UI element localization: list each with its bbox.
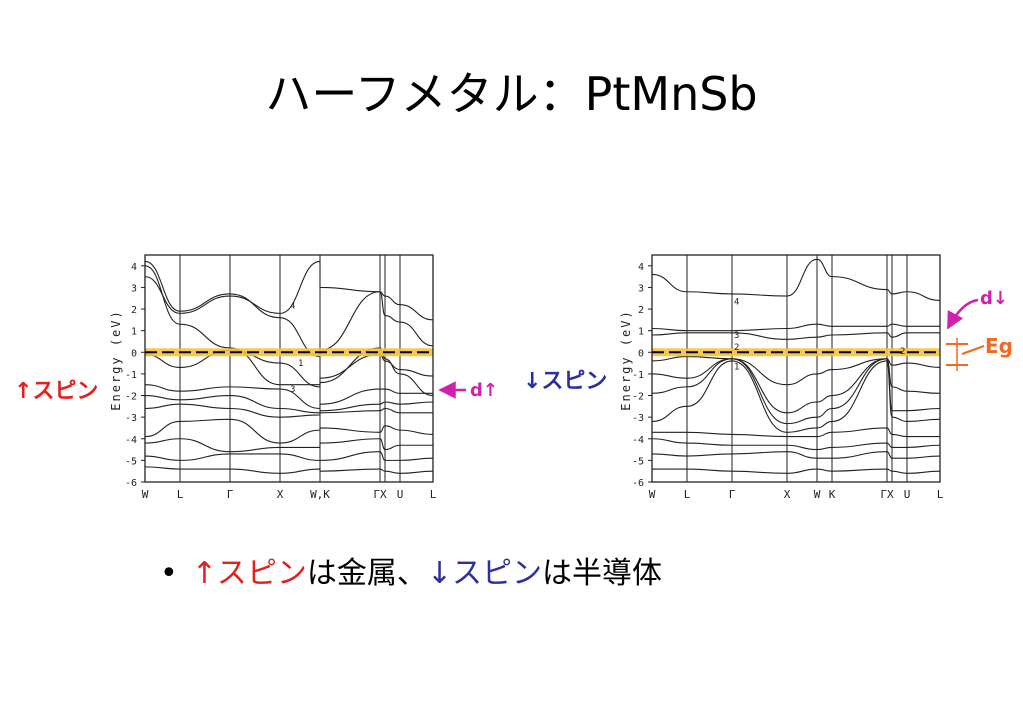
k-point-label: X [784, 488, 791, 501]
band-line-7 [651, 360, 941, 433]
band-line-8 [652, 427, 940, 438]
y-tick-label: 2 [131, 305, 137, 316]
bullet-down-spin: ↓スピン [426, 556, 542, 591]
down-spin-annotation: ↓スピン [523, 369, 607, 394]
y-tick-label: 0 [638, 348, 644, 359]
up-ylabel: Energy (eV) [109, 309, 123, 410]
band-index-label: 2 [900, 347, 905, 357]
k-point-label: ΓX [373, 488, 387, 501]
y-tick-label: -6 [125, 478, 137, 489]
band-line-9 [651, 438, 941, 451]
band-index-label: 2 [734, 343, 739, 353]
band-line-1 [651, 258, 941, 301]
eg-pointer [961, 345, 985, 355]
k-point-label: U [904, 488, 911, 501]
y-tick-label: 1 [638, 327, 644, 338]
eg-annotation: Eg [946, 334, 1013, 371]
k-point-label: W [814, 488, 821, 501]
y-tick-label: 3 [638, 283, 644, 294]
slide-title: ハーフメタル：PtMnSb [265, 67, 758, 121]
band-line-10 [144, 451, 434, 461]
bullet-text-metal: は金属、 [306, 556, 427, 591]
plot-frame [651, 254, 941, 483]
y-tick-label: -2 [125, 392, 137, 403]
y-tick-label: -4 [125, 435, 137, 446]
k-point-label: W [142, 488, 149, 501]
y-tick-label: -4 [632, 435, 644, 446]
d-down-arrow [946, 298, 979, 330]
summary-bullet: • ↑スピンは金属、↓スピンは半導体 [160, 548, 662, 592]
eg-label: Eg [985, 334, 1013, 358]
band-line-5 [144, 384, 433, 410]
up-spin-annotation: ↑スピン [14, 379, 98, 404]
band-index-label: 1 [298, 359, 303, 369]
y-tick-label: -3 [125, 413, 137, 424]
band-line-3 [651, 332, 940, 340]
band-line-4 [144, 349, 434, 388]
band-line-5 [651, 358, 941, 414]
bullet-up-spin: ↑スピン [191, 556, 307, 591]
y-tick-label: 3 [131, 283, 137, 294]
band-line-1 [144, 265, 434, 397]
plot-frame [144, 254, 434, 483]
y-tick-label: -3 [632, 413, 644, 424]
band-line-11 [144, 466, 434, 474]
y-tick-label: -2 [632, 392, 644, 403]
k-point-label: L [684, 488, 691, 501]
k-point-label: X [277, 488, 284, 501]
band-line-6 [651, 358, 941, 425]
down-spin-label: ↓スピン [523, 369, 607, 394]
k-point-label: Γ [227, 488, 234, 501]
y-tick-label: 4 [638, 262, 644, 273]
d-up-annotation: d↑ [438, 380, 498, 401]
y-tick-label: -6 [632, 478, 644, 489]
band-line-2 [651, 323, 940, 332]
band-index-label: 3 [734, 331, 739, 341]
band-line-11 [651, 468, 941, 474]
down-ylabel: Energy (eV) [619, 309, 633, 410]
y-tick-label: 2 [638, 305, 644, 316]
band-line-6 [144, 394, 434, 414]
d-down-label: d↓ [980, 288, 1008, 309]
y-tick-label: 0 [131, 348, 137, 359]
bullet-text-semiconductor: は半導体 [541, 556, 662, 591]
up-spin-label: ↑スピン [14, 379, 98, 404]
k-point-label: L [430, 488, 437, 501]
band-line-2 [144, 260, 434, 321]
band-line-4 [651, 356, 941, 386]
d-down-annotation: d↓ [946, 288, 1008, 330]
k-point-label: L [177, 488, 184, 501]
band-line-7 [144, 403, 433, 418]
band-index-label: 1 [734, 362, 739, 372]
y-tick-label: -1 [125, 370, 137, 381]
y-tick-label: -1 [632, 370, 644, 381]
k-point-label: ΓX [880, 488, 894, 501]
k-point-label: K [829, 488, 836, 501]
k-point-label: U [397, 488, 404, 501]
y-tick-label: 4 [131, 262, 137, 273]
y-tick-label: -5 [632, 456, 644, 467]
band-index-label: 4 [290, 302, 295, 312]
band-line-8 [144, 418, 434, 444]
band-line-9 [144, 438, 433, 453]
k-point-label: W [649, 488, 656, 501]
k-point-label: L [937, 488, 944, 501]
k-point-label: Γ [729, 488, 736, 501]
band-index-label: 4 [734, 297, 739, 307]
d-up-label: d↑ [470, 380, 498, 401]
k-point-label: W,K [310, 488, 330, 501]
y-tick-label: 1 [131, 327, 137, 338]
band-index-label: 3 [290, 385, 295, 395]
y-tick-label: -5 [125, 456, 137, 467]
band-line-10 [651, 451, 941, 459]
bullet-marker: • [160, 556, 178, 591]
